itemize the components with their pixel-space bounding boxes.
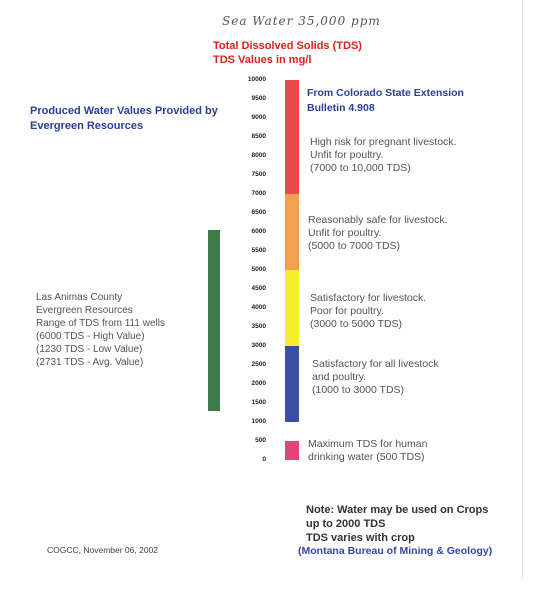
- las-animas-line: Evergreen Resources: [36, 305, 133, 316]
- band-description-line: (5000 to 7000 TDS): [308, 240, 401, 252]
- las-animas-line: (1230 TDS - Low Value): [36, 344, 143, 355]
- crop-note-credit: (Montana Bureau of Mining & Geology): [298, 545, 493, 557]
- scale-tick-label: 1500: [251, 399, 266, 406]
- tds-band: [285, 80, 299, 194]
- footer-credit: COGCC, November 06, 2002: [47, 545, 159, 555]
- scale-tick-label: 5000: [251, 266, 266, 273]
- crop-note-line: TDS varies with crop: [306, 532, 415, 544]
- right-header-line: Bulletin 4.908: [307, 102, 375, 114]
- las-animas-line: (6000 TDS - High Value): [36, 331, 145, 342]
- las-animas-line: (2731 TDS - Avg. Value): [36, 357, 144, 368]
- tds-band: [285, 346, 299, 422]
- band-description-line: Satisfactory for livestock.: [310, 292, 427, 304]
- band-description-line: and poultry.: [312, 371, 367, 383]
- band-description: Reasonably safe for livestock. Unfit for …: [308, 214, 447, 253]
- band-description-line: Unfit for poultry.: [310, 149, 384, 161]
- scale-tick-label: 2500: [251, 361, 266, 368]
- left-header: Produced Water Values Provided by Evergr…: [30, 104, 218, 134]
- tds-band: [285, 441, 299, 460]
- band-description-line: Reasonably safe for livestock.: [308, 214, 448, 226]
- band-description: High risk for pregnant livestock. Unfit f…: [310, 136, 456, 175]
- scale-tick-label: 9000: [251, 114, 266, 121]
- left-header-line: Evergreen Resources: [30, 120, 144, 132]
- band-description-line: (3000 to 5000 TDS): [310, 318, 403, 330]
- las-animas-text: Las Animas County Evergreen Resources Ra…: [36, 291, 165, 369]
- band-description-line: Satisfactory for all livestock: [312, 358, 439, 370]
- band-description-line: Maximum TDS for human: [308, 438, 428, 450]
- scale-tick-label: 5500: [251, 247, 266, 254]
- las-animas-line: Range of TDS from 111 wells: [36, 318, 165, 329]
- tds-band: [285, 270, 299, 346]
- diagram-subtitle: TDS Values in mg/l: [213, 54, 312, 66]
- right-header-line: From Colorado State Extension: [307, 87, 464, 99]
- scale-tick-label: 3500: [251, 323, 266, 330]
- band-description-line: High risk for pregnant livestock.: [310, 136, 457, 148]
- scale-tick-label: 500: [255, 437, 266, 444]
- handwritten-sea-water-note: Sea Water 35,000 ppm: [222, 14, 381, 28]
- scale-tick-label: 4000: [251, 304, 266, 311]
- band-description-line: Unfit for poultry.: [308, 227, 382, 239]
- crop-note: Note: Water may be used on Crops up to 2…: [306, 503, 488, 545]
- scale-tick-label: 4500: [251, 285, 266, 292]
- scale-tick-label: 7000: [251, 190, 266, 197]
- band-description-line: (7000 to 10,000 TDS): [310, 162, 411, 174]
- band-description-line: Poor for poultry.: [310, 305, 384, 317]
- right-header: From Colorado State Extension Bulletin 4…: [307, 86, 464, 116]
- left-header-line: Produced Water Values Provided by: [30, 105, 218, 117]
- produced-water-range-bar: [208, 230, 220, 412]
- diagram-title: Total Dissolved Solids (TDS): [213, 40, 362, 52]
- scale-tick-label: 6000: [251, 228, 266, 235]
- scale-tick-label: 8000: [251, 152, 266, 159]
- band-description: Satisfactory for livestock. Poor for poul…: [310, 292, 426, 331]
- crop-note-line: Note: Water may be used on Crops: [306, 504, 489, 516]
- band-description-line: drinking water (500 TDS): [308, 451, 425, 463]
- las-animas-line: Las Animas County: [36, 292, 123, 303]
- scale-tick-label: 0: [262, 456, 266, 463]
- scale-tick-label: 7500: [251, 171, 266, 178]
- scale-tick-label: 1000: [251, 418, 266, 425]
- crop-note-line: up to 2000 TDS: [306, 518, 386, 530]
- band-description: Satisfactory for all livestock and poultr…: [312, 358, 439, 397]
- band-description: Maximum TDS for human drinking water (500…: [308, 438, 427, 464]
- scale-tick-label: 9500: [251, 95, 266, 102]
- tds-band: [285, 194, 299, 270]
- scale-tick-label: 3000: [251, 342, 266, 349]
- scan-edge: [522, 0, 523, 580]
- scale-tick-label: 2000: [251, 380, 266, 387]
- scale-tick-label: 10000: [247, 76, 266, 83]
- scale-tick-label: 6500: [251, 209, 266, 216]
- scale-tick-label: 8500: [251, 133, 266, 140]
- band-description-line: (1000 to 3000 TDS): [312, 384, 405, 396]
